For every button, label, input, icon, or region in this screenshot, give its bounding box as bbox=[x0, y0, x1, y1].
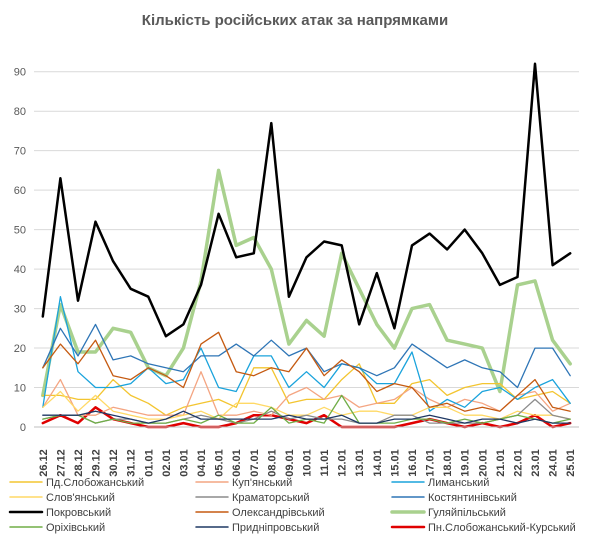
chart-title: Кількість російських атак за напрямками bbox=[141, 12, 449, 29]
x-tick-label: 14.01 bbox=[372, 449, 384, 477]
legend-entry: Покровський bbox=[46, 507, 111, 519]
y-tick-label: 60 bbox=[14, 185, 26, 197]
x-tick-label: 29.12 bbox=[91, 449, 103, 477]
x-tick-label: 18.01 bbox=[442, 449, 454, 477]
x-tick-label: 04.01 bbox=[196, 449, 208, 477]
series-line bbox=[41, 168, 572, 398]
y-tick-label: 20 bbox=[14, 343, 26, 355]
y-tick-label: 80 bbox=[14, 106, 26, 118]
series-line bbox=[42, 331, 571, 412]
x-tick-label: 21.01 bbox=[495, 449, 507, 477]
x-tick-label: 11.01 bbox=[319, 450, 331, 477]
x-tick-label: 05.01 bbox=[214, 449, 226, 477]
x-tick-label: 22.01 bbox=[512, 449, 524, 477]
x-tick-label: 13.01 bbox=[354, 449, 366, 477]
x-tick-label: 24.01 bbox=[548, 449, 560, 477]
y-tick-label: 90 bbox=[14, 67, 26, 79]
x-tick-label: 31.12 bbox=[126, 449, 138, 477]
legend-entry: Краматорський bbox=[232, 492, 310, 504]
gridlines bbox=[34, 71, 579, 389]
legend: Пд.Слобожанський Куп'янський Лиманський Сло… bbox=[8, 477, 576, 534]
y-tick-label: 10 bbox=[14, 383, 26, 395]
x-tick-label: 15.01 bbox=[389, 449, 401, 477]
legend-entry: Лиманський bbox=[428, 477, 489, 489]
legend-entry: Олександрівський bbox=[232, 507, 325, 519]
legend-entry: Оріхівський bbox=[46, 522, 105, 534]
legend-entry: Пд.Слобожанський bbox=[46, 477, 144, 489]
series-line bbox=[41, 62, 572, 338]
y-tick-label: 50 bbox=[14, 225, 26, 237]
x-tick-label: 10.01 bbox=[302, 449, 314, 477]
y-tick-label: 40 bbox=[14, 264, 26, 276]
x-tick-label: 25.01 bbox=[565, 449, 577, 477]
axes: 0 10 20 30 40 50 60 70 80 90 26.12 27.12 28.12 29.12 3… bbox=[14, 67, 579, 477]
series-line bbox=[42, 296, 571, 412]
x-tick-label: 09.01 bbox=[284, 449, 296, 477]
legend-entry: Слов'янський bbox=[46, 492, 115, 504]
x-tick-label: 27.12 bbox=[55, 449, 67, 477]
x-tick-label: 26.12 bbox=[38, 449, 50, 477]
series-lines bbox=[41, 62, 572, 429]
legend-entry: Гуляйпільський bbox=[428, 507, 506, 519]
x-tick-label: 12.01 bbox=[337, 449, 349, 477]
y-tick-label: 30 bbox=[14, 304, 26, 316]
x-tick-label: 16.01 bbox=[407, 449, 419, 477]
x-tick-label: 06.01 bbox=[231, 449, 243, 477]
x-tick-label: 07.01 bbox=[249, 449, 261, 477]
x-tick-label: 23.01 bbox=[530, 449, 542, 477]
legend-entry: Костянтинівський bbox=[428, 492, 517, 504]
x-tick-label: 01.01 bbox=[143, 449, 155, 477]
y-tick-label: 0 bbox=[20, 422, 26, 434]
x-tick-label: 28.12 bbox=[73, 449, 85, 477]
legend-entry: Пн.Слобожанський-Курський bbox=[428, 522, 576, 534]
series-line bbox=[42, 363, 571, 416]
y-tick-label: 70 bbox=[14, 146, 26, 158]
legend-entry: Придніпровський bbox=[232, 522, 319, 534]
x-tick-label: 08.01 bbox=[266, 449, 278, 477]
x-tick-label: 17.01 bbox=[425, 449, 437, 477]
series-line bbox=[42, 410, 571, 424]
x-tick-label: 20.01 bbox=[477, 449, 489, 477]
x-tick-label: 03.01 bbox=[178, 449, 190, 477]
series-line bbox=[42, 371, 571, 416]
legend-entry: Куп'янський bbox=[232, 477, 292, 489]
x-tick-label: 02.01 bbox=[161, 449, 173, 477]
x-tick-label: 19.01 bbox=[460, 449, 472, 477]
x-tick-label: 30.12 bbox=[108, 449, 120, 477]
